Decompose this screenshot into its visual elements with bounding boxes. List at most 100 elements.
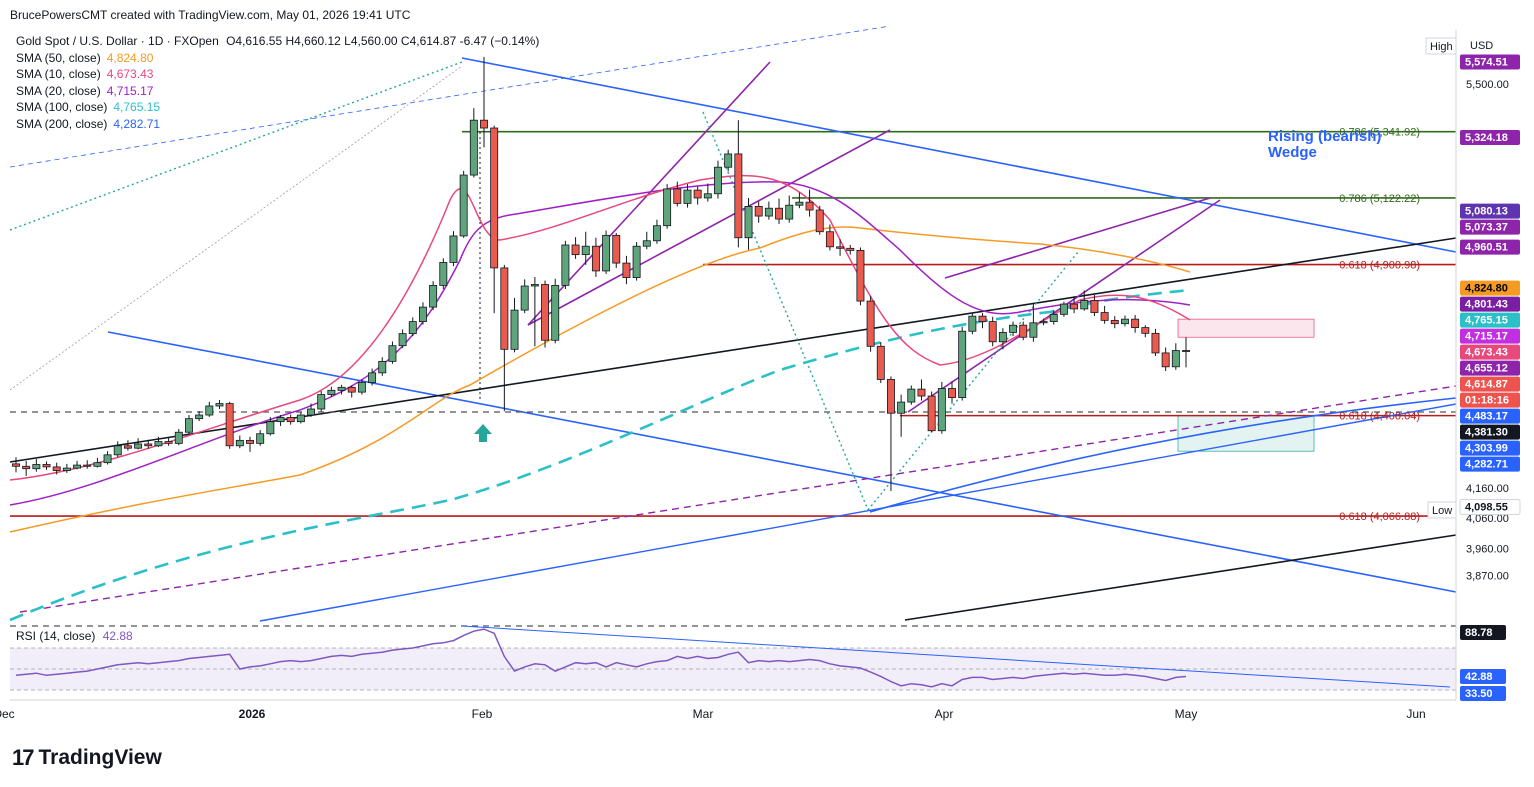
rsi-pill[interactable] [1460, 686, 1506, 701]
candle-body[interactable] [866, 300, 875, 347]
candle-body[interactable] [693, 189, 702, 199]
sma-20-line[interactable] [9, 181, 1191, 506]
rsi-trendline[interactable] [461, 625, 1451, 688]
legend-sma-row[interactable]: SMA (50, close) 4,824.80 [16, 50, 539, 67]
candle-body[interactable] [459, 174, 468, 237]
candle-body[interactable] [1049, 313, 1058, 322]
candle-body[interactable] [225, 403, 234, 447]
candle-body[interactable] [673, 188, 682, 204]
candle-body[interactable] [510, 309, 519, 350]
candle-body[interactable] [1059, 303, 1068, 315]
candle-body[interactable] [1141, 327, 1150, 334]
candle-body[interactable] [368, 372, 377, 383]
gray-dotted-line[interactable] [9, 65, 463, 391]
candle-body[interactable] [1100, 312, 1109, 321]
candle-body[interactable] [490, 127, 499, 269]
sma-50-line[interactable] [9, 226, 1191, 533]
candle-body[interactable] [968, 315, 977, 332]
blue-support-line[interactable] [259, 403, 1457, 622]
candle-body[interactable] [642, 240, 651, 247]
candle-body[interactable] [418, 306, 427, 322]
candle-body[interactable] [1161, 352, 1170, 368]
candle-body[interactable] [144, 443, 153, 447]
candle-body[interactable] [714, 166, 722, 195]
candle-body[interactable] [591, 245, 600, 272]
candle-body[interactable] [937, 388, 946, 432]
candle-body[interactable] [683, 189, 692, 204]
candle-body[interactable] [734, 153, 743, 239]
candle-body[interactable] [276, 417, 285, 423]
rsi-pill[interactable] [1460, 625, 1506, 640]
candle-body[interactable] [205, 405, 214, 416]
candle-body[interactable] [500, 267, 509, 350]
candle-body[interactable] [357, 382, 366, 393]
channel-lower[interactable] [527, 129, 891, 326]
candle-body[interactable] [561, 244, 570, 286]
candle-body[interactable] [113, 445, 122, 456]
dotted-leg-down[interactable] [702, 111, 869, 511]
candle-body[interactable] [988, 321, 997, 343]
price-pill[interactable] [1460, 424, 1520, 440]
candle-body[interactable] [1131, 318, 1140, 329]
price-pill[interactable] [1460, 408, 1520, 424]
candle-body[interactable] [195, 414, 204, 420]
candle-body[interactable] [164, 441, 173, 444]
candle-body[interactable] [480, 119, 488, 129]
candle-body[interactable] [1090, 300, 1099, 313]
candle-body[interactable] [174, 431, 183, 444]
wedge-upper-line[interactable] [461, 57, 1457, 253]
candle-body[interactable] [327, 389, 336, 395]
candle-body[interactable] [62, 467, 71, 471]
candle-body[interactable] [1029, 322, 1038, 338]
candle-body[interactable] [429, 284, 438, 308]
candle-body[interactable] [978, 315, 987, 322]
candle-body[interactable] [795, 201, 804, 206]
candle-body[interactable] [551, 284, 560, 341]
candle-body[interactable] [703, 193, 712, 199]
candle-body[interactable] [907, 388, 916, 403]
candle-body[interactable] [1151, 332, 1160, 354]
candle-body[interactable] [317, 394, 326, 410]
candle-body[interactable] [22, 465, 31, 470]
candle-body[interactable] [724, 153, 733, 168]
legend-sma-row[interactable]: SMA (20, close) 4,715.17 [16, 83, 539, 100]
candle-body[interactable] [347, 386, 356, 393]
candle-body[interactable] [184, 418, 193, 433]
price-pill[interactable] [1460, 239, 1520, 255]
candle-body[interactable] [246, 439, 254, 444]
candle-body[interactable] [42, 464, 51, 468]
price-pill[interactable] [1460, 296, 1520, 312]
resistance-zone[interactable] [1177, 318, 1315, 338]
candle-body[interactable] [266, 421, 275, 435]
candle-body[interactable] [1171, 350, 1180, 368]
candle-body[interactable] [388, 345, 397, 362]
candle-body[interactable] [663, 188, 672, 227]
price-pill[interactable] [1460, 344, 1520, 360]
price-pill[interactable] [1460, 456, 1520, 472]
candle-body[interactable] [134, 443, 143, 449]
candle-body[interactable] [856, 250, 865, 302]
candle-body[interactable] [1110, 319, 1119, 325]
candle-body[interactable] [520, 285, 529, 311]
candle-body[interactable] [764, 207, 773, 217]
candle-body[interactable] [103, 454, 112, 464]
candle-body[interactable] [998, 332, 1007, 343]
candle-body[interactable] [398, 333, 407, 347]
candle-body[interactable] [825, 231, 834, 248]
candle-body[interactable] [652, 225, 661, 242]
price-pill[interactable] [1460, 312, 1520, 328]
candle-body[interactable] [469, 119, 478, 176]
candle-body[interactable] [530, 284, 539, 287]
price-pill[interactable] [1460, 392, 1520, 408]
candle-body[interactable] [1070, 303, 1079, 310]
candle-body[interactable] [632, 245, 641, 278]
descending-trendline[interactable] [107, 331, 1457, 593]
price-pill[interactable] [1460, 54, 1520, 70]
candle-body[interactable] [439, 262, 448, 286]
curved-support-line[interactable] [869, 397, 1457, 513]
candle-body[interactable] [571, 244, 580, 256]
candle-body[interactable] [876, 345, 885, 380]
rsi-pill[interactable] [1460, 669, 1506, 684]
price-pill[interactable] [1460, 440, 1520, 456]
currency-label[interactable]: USD [1470, 40, 1493, 52]
